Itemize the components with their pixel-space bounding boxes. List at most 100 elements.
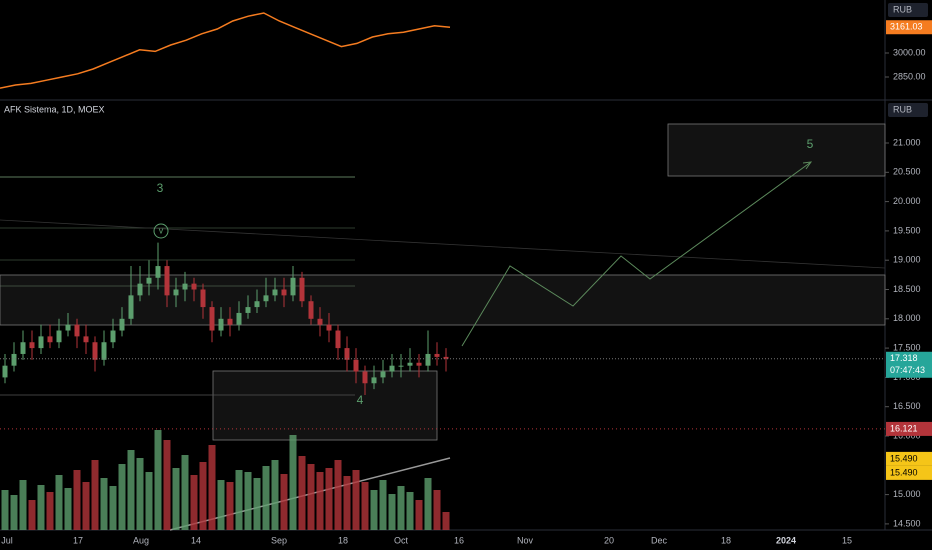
candle-body — [281, 289, 287, 296]
volume-bar — [37, 485, 45, 530]
volume-bar — [352, 470, 360, 530]
candle-body — [47, 336, 53, 343]
candle-body — [119, 318, 125, 331]
candle-body — [236, 312, 242, 325]
volume-bar — [343, 476, 351, 530]
projection-path — [461, 161, 812, 347]
candle-body — [20, 342, 26, 354]
candle-body — [101, 342, 107, 360]
y-tick-label: 2850.00 — [893, 71, 926, 81]
volume-bar — [235, 470, 243, 530]
candle-body — [29, 342, 35, 349]
volume-bar — [199, 462, 207, 530]
y-tick-label: 20.500 — [893, 167, 921, 177]
volume-bar — [361, 482, 369, 530]
volume-bar — [226, 482, 234, 530]
target-box — [667, 123, 886, 177]
x-tick-label: 18 — [721, 535, 731, 545]
candle-body — [335, 330, 341, 349]
candle-body — [407, 362, 413, 366]
x-tick-label: 15 — [842, 535, 852, 545]
candle-body — [443, 356, 449, 359]
candle-body — [2, 365, 8, 378]
y-tick-label: 14.500 — [893, 518, 921, 528]
candle-body — [11, 353, 17, 366]
volume-bar — [109, 486, 117, 530]
y-tick-label: 3000.00 — [893, 47, 926, 57]
candle-body — [425, 353, 431, 366]
volume-bar — [172, 468, 180, 530]
candle-body — [74, 324, 80, 337]
candle-body — [218, 318, 224, 331]
volume-bar — [145, 472, 153, 530]
volume-bar — [190, 475, 198, 530]
volume-bar — [217, 480, 225, 530]
volume-bar — [271, 460, 279, 530]
trend-line — [0, 219, 886, 269]
volume-bar — [73, 470, 81, 530]
y-tick-label: 16.500 — [893, 401, 921, 411]
currency: RUB — [893, 104, 912, 114]
countdown: 07:47:43 — [890, 365, 925, 375]
volume-bar — [253, 478, 261, 530]
volume-bar — [370, 490, 378, 530]
index-line — [0, 12, 451, 89]
y-tick-label: 19.000 — [893, 255, 921, 265]
zone-box — [212, 370, 438, 441]
wave-circle — [153, 223, 169, 239]
price-badge-label: 3161.03 — [890, 22, 923, 32]
currency: RUB — [893, 4, 912, 14]
candle-body — [353, 359, 359, 372]
currency-box — [888, 103, 928, 117]
candle-body — [38, 336, 44, 349]
x-tick-label: Nov — [517, 535, 534, 545]
candle-body — [362, 371, 368, 384]
x-tick-label: Dec — [651, 535, 668, 545]
currency-box — [888, 3, 928, 17]
ma-badge — [886, 451, 932, 466]
candle-body — [146, 277, 152, 284]
candle-body — [254, 301, 260, 308]
volume-bar — [316, 472, 324, 530]
x-tick-label: 17 — [73, 535, 83, 545]
level-badge — [886, 421, 932, 436]
x-tick-label: Sep — [271, 535, 287, 545]
candle-body — [272, 289, 278, 296]
level-badge-label: 16.121 — [890, 423, 918, 433]
ma-badge-label: 15.490 — [890, 453, 918, 463]
symbol-title: AFK Sistema, 1D, MOEX — [4, 104, 105, 114]
candle-body — [227, 318, 233, 325]
candle-body — [191, 283, 197, 290]
volume-bar — [28, 500, 36, 530]
candle-body — [263, 295, 269, 302]
candle-body — [164, 266, 170, 296]
candle-body — [173, 289, 179, 296]
volume-bar — [379, 480, 387, 530]
candle-body — [416, 362, 422, 366]
candle-body — [308, 301, 314, 319]
volume-bar — [82, 482, 90, 530]
x-tick-label: 16 — [454, 535, 464, 545]
ma-badge-label: 15.490 — [890, 467, 918, 477]
price-badge — [886, 20, 932, 35]
volume-bar — [307, 464, 315, 530]
candle-body — [398, 365, 404, 367]
candle-body — [434, 353, 440, 357]
candle-body — [245, 307, 251, 313]
volume-bar — [10, 495, 18, 530]
volume-bar — [19, 480, 27, 530]
volume-bar — [244, 472, 252, 530]
projection-arrow — [802, 161, 813, 170]
volume-bar — [442, 512, 450, 530]
y-tick-label: 19.500 — [893, 225, 921, 235]
x-tick-label: Aug — [133, 535, 149, 545]
y-tick-label: 17.500 — [893, 342, 921, 352]
volume-bar — [424, 478, 432, 530]
wave-label: 4 — [357, 393, 364, 407]
y-tick-label: 21.000 — [893, 137, 921, 147]
x-tick-label: 18 — [338, 535, 348, 545]
volume-bar — [64, 488, 72, 530]
y-tick-label: 18.000 — [893, 313, 921, 323]
x-tick-label: 2024 — [776, 535, 796, 545]
